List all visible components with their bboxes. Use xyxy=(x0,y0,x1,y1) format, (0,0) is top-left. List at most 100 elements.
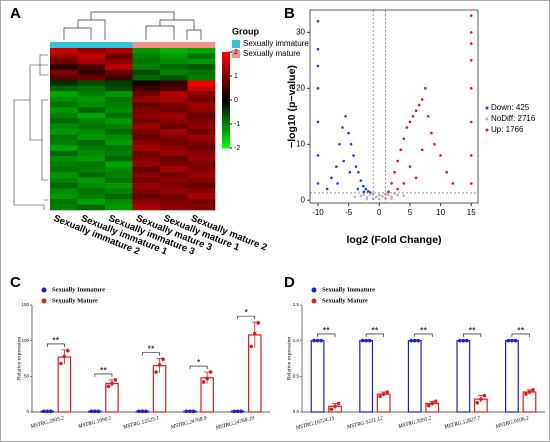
point xyxy=(365,197,369,201)
replicate-point xyxy=(510,338,514,343)
point xyxy=(387,193,390,196)
legend-label: Down: 425 xyxy=(491,103,530,112)
colorbar-step xyxy=(222,59,230,62)
heat-cell xyxy=(77,96,106,103)
heat-cell xyxy=(105,145,133,151)
colorbar-label: 2 xyxy=(234,49,238,56)
heat-cell xyxy=(105,80,133,87)
point xyxy=(393,170,396,174)
point xyxy=(402,137,406,140)
heat-cell xyxy=(105,134,133,141)
legend-marker xyxy=(485,117,489,121)
point xyxy=(411,114,415,118)
heat-cell xyxy=(160,145,188,151)
replicate-point xyxy=(319,338,323,343)
colorbar-step xyxy=(222,100,230,103)
colorbar-step xyxy=(222,80,230,84)
point xyxy=(381,194,384,198)
heat-cell xyxy=(160,134,188,141)
point xyxy=(451,182,455,185)
replicate-point xyxy=(430,401,435,406)
colorbar-step xyxy=(222,61,230,65)
replicate-point xyxy=(41,409,46,414)
replicate-point xyxy=(191,409,196,414)
panel-label: D xyxy=(284,274,295,291)
point xyxy=(354,165,358,168)
colorbar-step xyxy=(222,116,230,120)
point xyxy=(342,159,346,163)
heat-cell xyxy=(132,118,161,124)
significance-bracket xyxy=(317,333,336,337)
heat-cell xyxy=(187,134,216,141)
heat-cell xyxy=(187,150,216,157)
heat-cell xyxy=(77,161,106,168)
point xyxy=(325,187,329,191)
heat-cell xyxy=(132,64,161,70)
heat-cell xyxy=(187,118,216,124)
y-tick-label: 0.5 xyxy=(293,374,300,379)
heat-cell xyxy=(187,48,216,54)
x-tick-label: 15 xyxy=(467,208,476,217)
replicate-point xyxy=(506,338,511,343)
heat-cell xyxy=(77,118,106,124)
heat-cell xyxy=(105,85,133,92)
heat-cell xyxy=(187,166,216,173)
replicate-point xyxy=(409,338,414,343)
heat-cell xyxy=(105,177,133,184)
point xyxy=(405,126,409,129)
point xyxy=(336,182,339,185)
heat-cell xyxy=(77,53,106,60)
row-dendrogram xyxy=(13,54,48,210)
heat-cell xyxy=(50,123,78,130)
legend-marker xyxy=(485,106,489,110)
heat-cell xyxy=(50,80,78,87)
heat-cell xyxy=(132,193,161,200)
heat-cell xyxy=(187,183,216,189)
colorbar-step xyxy=(222,88,230,91)
heat-cell xyxy=(77,199,106,205)
replicate-point xyxy=(475,400,480,405)
heat-cell xyxy=(160,85,188,92)
point xyxy=(377,193,381,197)
heat-cell xyxy=(105,118,133,124)
replicate-point xyxy=(364,338,368,343)
point xyxy=(356,187,360,191)
heat-cell xyxy=(105,161,133,168)
replicate-point xyxy=(154,370,158,374)
y-tick-label: 100 xyxy=(21,338,29,343)
colorbar-step xyxy=(222,78,230,82)
legend-swatch xyxy=(232,40,240,48)
heat-cell xyxy=(77,69,106,76)
heat-cell xyxy=(105,129,133,135)
colorbar-step xyxy=(222,131,230,134)
heat-cell xyxy=(160,58,188,65)
point xyxy=(316,19,320,23)
colorbar-step xyxy=(222,124,230,127)
legend-label: Sexually Mature xyxy=(52,297,98,304)
replicate-point xyxy=(62,354,67,359)
heat-cell xyxy=(105,75,133,81)
point xyxy=(396,193,399,197)
point xyxy=(469,120,473,124)
colorbar-label: -1 xyxy=(234,121,240,128)
heat-cell xyxy=(132,172,161,178)
point xyxy=(439,154,442,157)
point xyxy=(402,194,406,198)
heat-cell xyxy=(50,96,78,103)
heat-cell xyxy=(77,85,106,92)
point xyxy=(469,59,473,62)
point xyxy=(469,42,473,45)
heat-cell xyxy=(160,161,188,168)
y-tick-label: 0 xyxy=(301,195,306,204)
heat-cell xyxy=(187,58,216,65)
heat-cell xyxy=(105,102,133,108)
significance-label: ** xyxy=(517,325,525,335)
point xyxy=(430,131,433,135)
heat-cell xyxy=(50,183,78,189)
heat-cell xyxy=(77,188,106,195)
heat-cell xyxy=(160,48,188,54)
replicate-point xyxy=(184,409,189,414)
replicate-point xyxy=(412,338,417,343)
replicate-point xyxy=(201,380,206,384)
colorbar-step xyxy=(222,112,230,115)
